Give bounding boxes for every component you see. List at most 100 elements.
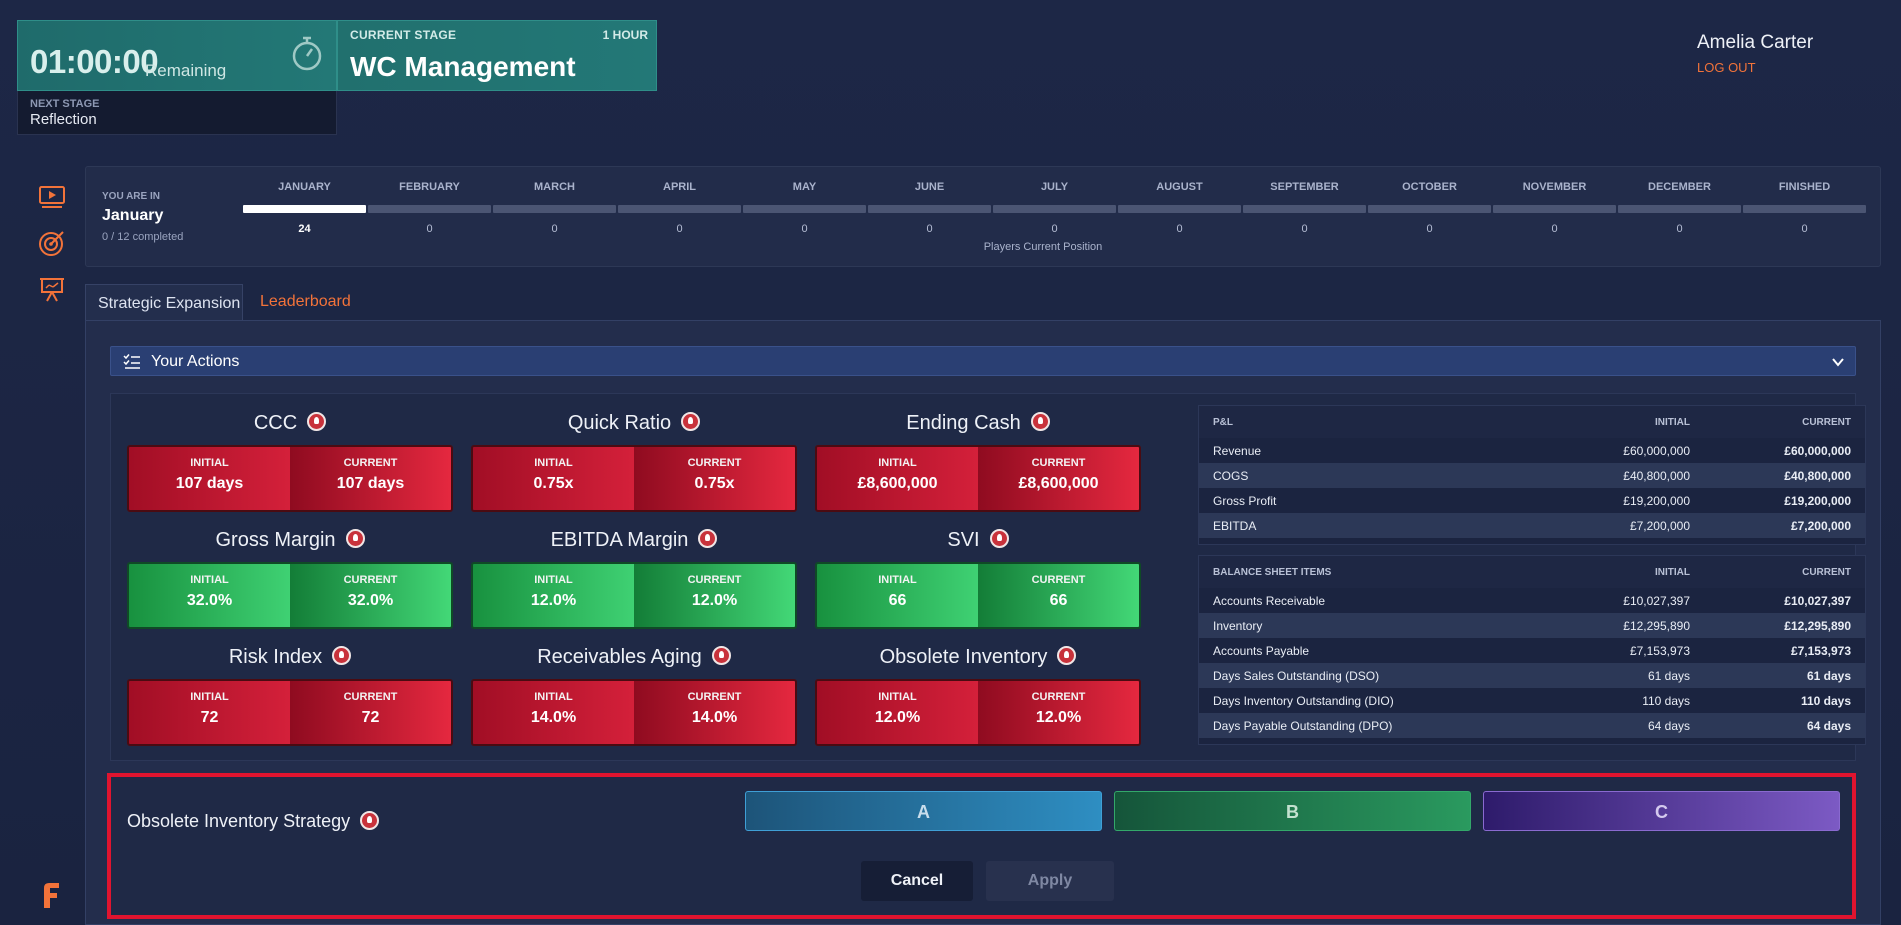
kpi-title-text: Obsolete Inventory bbox=[879, 646, 1048, 668]
month-player-count: 0 bbox=[1801, 223, 1808, 235]
your-actions-header[interactable]: Your Actions bbox=[110, 346, 1856, 376]
kpi-initial-label: INITIAL bbox=[878, 574, 917, 586]
players-position-label: Players Current Position bbox=[983, 241, 1103, 253]
kpi-current-value: 72 bbox=[361, 709, 380, 726]
tab-leaderboard[interactable]: Leaderboard bbox=[260, 293, 351, 310]
lightbulb-hint-icon[interactable] bbox=[989, 529, 1009, 549]
pnl-header-initial: INITIAL bbox=[1655, 416, 1690, 428]
row-initial: 110 days bbox=[1642, 693, 1690, 708]
kpi-current-value: 107 days bbox=[336, 475, 405, 492]
stage-duration: 1 HOUR bbox=[602, 28, 648, 42]
row-initial: £12,295,890 bbox=[1623, 618, 1690, 633]
kpi-current: CURRENT 66 bbox=[978, 564, 1139, 627]
lightbulb-hint-icon[interactable] bbox=[332, 646, 352, 666]
kpi-initial: INITIAL 72 bbox=[129, 681, 290, 744]
cancel-button[interactable]: Cancel bbox=[861, 861, 973, 901]
month-column: OCTOBER 0 bbox=[1368, 181, 1491, 235]
row-current: £40,800,000 bbox=[1784, 468, 1851, 483]
row-label: Accounts Receivable bbox=[1213, 593, 1326, 608]
kpi-initial-value: 14.0% bbox=[530, 709, 577, 726]
kpi-current-label: CURRENT bbox=[687, 691, 742, 703]
row-current: £7,153,973 bbox=[1790, 643, 1851, 658]
kpi-title: EBITDA Margin bbox=[471, 529, 797, 552]
kpi-title-text: Risk Index bbox=[228, 646, 323, 668]
pnl-table: P&L INITIAL CURRENT Revenue £60,000,000 £6… bbox=[1198, 405, 1866, 545]
kpi-initial: INITIAL 14.0% bbox=[473, 681, 634, 744]
strategy-option-c[interactable]: C bbox=[1483, 791, 1840, 831]
next-stage-caption: NEXT STAGE bbox=[30, 98, 100, 110]
month-name: DECEMBER bbox=[1648, 181, 1711, 193]
strategy-option-b[interactable]: B bbox=[1114, 791, 1471, 831]
chevron-down-icon[interactable] bbox=[1831, 355, 1845, 369]
lightbulb-hint-icon[interactable] bbox=[1057, 646, 1077, 666]
month-column: NOVEMBER 0 bbox=[1493, 181, 1616, 235]
lightbulb-hint-icon[interactable] bbox=[345, 529, 365, 549]
month-progress-bar bbox=[1618, 205, 1741, 213]
lightbulb-hint-icon[interactable] bbox=[360, 810, 380, 830]
row-label: Inventory bbox=[1213, 618, 1263, 633]
month-column: AUGUST 0 bbox=[1118, 181, 1241, 235]
kpi-card: INITIAL 107 days CURRENT 107 days bbox=[127, 445, 453, 512]
apply-button[interactable]: Apply bbox=[986, 861, 1114, 901]
strategy-option-a[interactable]: A bbox=[745, 791, 1102, 831]
table-row: COGS £40,800,000 £40,800,000 bbox=[1199, 463, 1865, 488]
kpi-card: INITIAL 12.0% CURRENT 12.0% bbox=[471, 562, 797, 629]
current-stage-caption: CURRENT STAGE bbox=[350, 28, 457, 42]
month-player-count: 0 bbox=[676, 223, 683, 235]
kpi-current-value: 12.0% bbox=[691, 592, 738, 609]
lightbulb-hint-icon[interactable] bbox=[698, 529, 718, 549]
month-name: FINISHED bbox=[1778, 181, 1831, 193]
kpi-current-value: 0.75x bbox=[694, 475, 735, 492]
kpi-title: Quick Ratio bbox=[471, 412, 797, 435]
row-current: 64 days bbox=[1806, 718, 1851, 733]
month-player-count: 0 bbox=[1676, 223, 1683, 235]
month-column: JULY 0 bbox=[993, 181, 1116, 235]
video-play-icon[interactable] bbox=[38, 183, 66, 211]
lightbulb-hint-icon[interactable] bbox=[711, 646, 731, 666]
row-current: 110 days bbox=[1800, 693, 1851, 708]
timer-panel: 01:00:00 Remaining bbox=[17, 20, 337, 91]
next-stage-name: Reflection bbox=[30, 111, 97, 128]
month-column: FINISHED 0 bbox=[1743, 181, 1866, 235]
table-row: Accounts Payable £7,153,973 £7,153,973 bbox=[1199, 638, 1865, 663]
logout-link[interactable]: LOG OUT bbox=[1697, 60, 1756, 75]
user-name: Amelia Carter bbox=[1697, 32, 1814, 53]
kpi-current-value: £8,600,000 bbox=[1018, 475, 1099, 492]
next-stage-panel: NEXT STAGE Reflection bbox=[17, 91, 337, 135]
kpi-current-value: 14.0% bbox=[691, 709, 738, 726]
month-column: JANUARY 24 bbox=[243, 181, 366, 235]
lightbulb-hint-icon[interactable] bbox=[307, 412, 327, 432]
tab-strategic-expansion[interactable]: Strategic Expansion bbox=[85, 284, 243, 321]
month-name: JULY bbox=[1040, 181, 1069, 193]
month-progress-bar bbox=[618, 205, 741, 213]
pnl-header: P&L INITIAL CURRENT bbox=[1199, 406, 1865, 438]
row-label: Days Inventory Outstanding (DIO) bbox=[1213, 693, 1394, 708]
kpi-initial-value: 107 days bbox=[175, 475, 244, 492]
kpi-initial-label: INITIAL bbox=[878, 691, 917, 703]
kpi-title: SVI bbox=[815, 529, 1141, 552]
month-progress-bar bbox=[1243, 205, 1366, 213]
current-stage-name: WC Management bbox=[350, 51, 576, 82]
kpi-initial-value: 12.0% bbox=[530, 592, 577, 609]
kpi-initial: INITIAL £8,600,000 bbox=[817, 447, 978, 510]
month-column: SEPTEMBER 0 bbox=[1243, 181, 1366, 235]
month-progress-bar bbox=[368, 205, 491, 213]
row-current: £60,000,000 bbox=[1784, 443, 1851, 458]
kpi-current-label: CURRENT bbox=[687, 457, 742, 469]
lightbulb-hint-icon[interactable] bbox=[1030, 412, 1050, 432]
month-name: FEBRUARY bbox=[399, 181, 460, 193]
presentation-icon[interactable] bbox=[38, 276, 66, 304]
row-current: £19,200,000 bbox=[1784, 493, 1851, 508]
month-player-count: 0 bbox=[801, 223, 808, 235]
target-icon[interactable] bbox=[38, 229, 66, 257]
month-progress-bar bbox=[743, 205, 866, 213]
row-label: COGS bbox=[1213, 468, 1249, 483]
kpi-current: CURRENT 107 days bbox=[290, 447, 451, 510]
month-player-count: 0 bbox=[1051, 223, 1058, 235]
balance-header-initial: INITIAL bbox=[1655, 566, 1690, 578]
kpi-title: Obsolete Inventory bbox=[815, 646, 1141, 669]
current-month: January bbox=[102, 207, 164, 224]
lightbulb-hint-icon[interactable] bbox=[681, 412, 701, 432]
month-column: MARCH 0 bbox=[493, 181, 616, 235]
table-row: Gross Profit £19,200,000 £19,200,000 bbox=[1199, 488, 1865, 513]
